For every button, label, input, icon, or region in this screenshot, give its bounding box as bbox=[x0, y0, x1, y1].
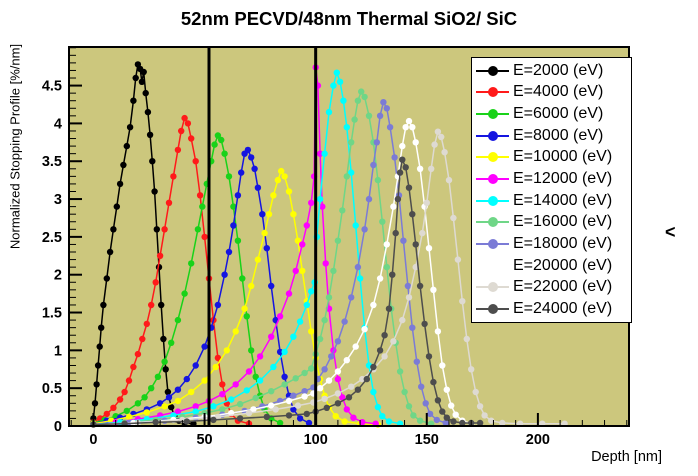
svg-text:2.5: 2.5 bbox=[42, 230, 62, 246]
legend-marker-icon bbox=[476, 212, 509, 232]
legend-label: E=24000 (eV) bbox=[513, 300, 613, 318]
svg-text:2: 2 bbox=[54, 268, 62, 284]
stray-character: < bbox=[665, 222, 676, 242]
svg-text:200: 200 bbox=[526, 432, 550, 448]
y-axis-label: Normalized Stopping Profile [%/nm] bbox=[7, 43, 23, 250]
legend-label: E=12000 (eV) bbox=[513, 170, 613, 188]
svg-text:1: 1 bbox=[54, 343, 62, 359]
legend-marker-icon bbox=[476, 169, 509, 189]
svg-text:50: 50 bbox=[196, 432, 212, 448]
legend-item-8: E=18000 (eV) bbox=[472, 234, 631, 255]
chart-title: 52nm PECVD/48nm Thermal SiO2/ SiC bbox=[180, 8, 518, 29]
legend-label: E=4000 (eV) bbox=[513, 83, 604, 101]
legend-item-4: E=10000 (eV) bbox=[472, 147, 631, 168]
svg-text:3.5: 3.5 bbox=[42, 154, 62, 170]
legend-marker-icon bbox=[476, 126, 509, 146]
legend-label: E=10000 (eV) bbox=[513, 148, 613, 166]
svg-text:4.5: 4.5 bbox=[42, 79, 62, 95]
legend-item-1: E=4000 (eV) bbox=[472, 82, 631, 103]
svg-text:1.5: 1.5 bbox=[42, 306, 62, 322]
legend-marker-icon bbox=[476, 256, 509, 276]
svg-text:0: 0 bbox=[89, 432, 97, 448]
svg-text:3: 3 bbox=[54, 192, 62, 208]
legend-item-0: E=2000 (eV) bbox=[472, 60, 631, 81]
legend-label: E=6000 (eV) bbox=[513, 105, 604, 123]
legend-marker-icon bbox=[476, 277, 509, 297]
legend-marker-icon bbox=[476, 191, 509, 211]
x-axis-label: Depth [nm] bbox=[591, 449, 662, 465]
svg-text:150: 150 bbox=[415, 432, 439, 448]
legend-item-5: E=12000 (eV) bbox=[472, 169, 631, 190]
svg-text:0.5: 0.5 bbox=[42, 381, 62, 397]
legend-marker-icon bbox=[476, 82, 509, 102]
legend-label: E=18000 (eV) bbox=[513, 235, 613, 253]
legend-item-9: E=20000 (eV) bbox=[472, 255, 631, 276]
legend-marker-icon bbox=[476, 234, 509, 254]
legend-marker-icon bbox=[476, 61, 509, 81]
legend-item-2: E=6000 (eV) bbox=[472, 104, 631, 125]
legend-marker-icon bbox=[476, 147, 509, 167]
legend-label: E=20000 (eV) bbox=[513, 256, 613, 274]
legend-item-11: E=24000 (eV) bbox=[472, 299, 631, 320]
svg-text:0: 0 bbox=[54, 419, 62, 435]
legend-label: E=2000 (eV) bbox=[513, 61, 604, 79]
axis-ticks bbox=[69, 47, 628, 427]
axis-tick-labels: 0 50 100 150 200 0 0.5 1 1.5 2 2.5 3 3.5 4 4.5 bbox=[42, 79, 550, 448]
series-E-18000-eV- bbox=[90, 99, 449, 428]
legend-item-6: E=14000 (eV) bbox=[472, 190, 631, 211]
series-E-14000-eV- bbox=[90, 69, 404, 428]
legend-item-7: E=16000 (eV) bbox=[472, 212, 631, 233]
svg-text:100: 100 bbox=[304, 432, 328, 448]
legend-label: E=14000 (eV) bbox=[513, 191, 613, 209]
legend-label: E=8000 (eV) bbox=[513, 126, 604, 144]
legend-marker-icon bbox=[476, 299, 509, 319]
legend: E=2000 (eV) E=4000 (eV) E=6000 (eV) E=8000 … bbox=[471, 57, 632, 323]
legend-marker-icon bbox=[476, 104, 509, 124]
legend-item-10: E=22000 (eV) bbox=[472, 277, 631, 298]
legend-item-3: E=8000 (eV) bbox=[472, 125, 631, 146]
legend-label: E=22000 (eV) bbox=[513, 278, 613, 296]
legend-label: E=16000 (eV) bbox=[513, 213, 613, 231]
svg-text:4: 4 bbox=[54, 116, 62, 132]
